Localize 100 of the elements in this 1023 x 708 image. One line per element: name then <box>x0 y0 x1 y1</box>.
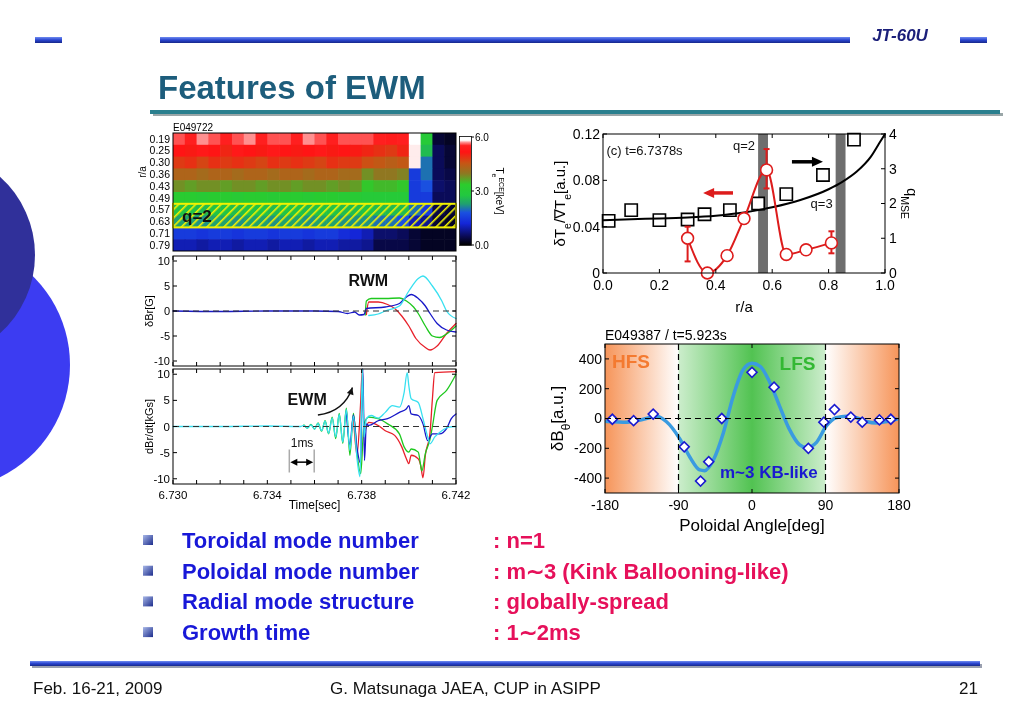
x-tick-label: -180 <box>590 497 620 513</box>
y-tick-label: -10 <box>154 354 170 367</box>
point <box>824 236 839 250</box>
point <box>779 247 794 262</box>
y2-tick-label: 2 <box>889 195 897 212</box>
y-tick-label: 0 <box>163 420 170 433</box>
annotation: EWM <box>287 391 327 409</box>
x-tick-label: 0.4 <box>706 277 726 293</box>
text: : globally-spread <box>493 589 670 615</box>
y-axis-title: dBr/dt[kGs] <box>143 398 155 455</box>
y-tick-label: 0.79 <box>149 238 171 251</box>
point <box>680 231 695 245</box>
x-axis-title: r/a <box>735 298 754 315</box>
y-tick-label: -200 <box>573 440 603 457</box>
point <box>802 442 815 455</box>
text: : m∼3 (Kink Ballooning-like) <box>493 558 789 584</box>
text: JT-60U <box>872 26 929 45</box>
y-tick-label: 0.57 <box>149 203 171 216</box>
point <box>799 243 813 257</box>
y-tick-label: 0 <box>594 410 603 427</box>
x-tick-label: 0.6 <box>762 277 783 293</box>
y-tick-label: 0.12 <box>572 125 601 142</box>
band-label: LFS <box>779 353 816 375</box>
y-axis-title: r/a <box>137 165 148 178</box>
point <box>779 187 794 202</box>
color-bar-label: 0.0 <box>475 239 490 251</box>
x-tick-label: 6.742 <box>441 488 471 501</box>
point <box>856 416 869 429</box>
x-tick-label: -90 <box>668 497 689 513</box>
text: Features of EWM <box>158 69 426 106</box>
point <box>606 413 619 426</box>
point <box>624 203 639 218</box>
x-tick-label: 180 <box>887 497 911 513</box>
y-tick-label: 400 <box>578 350 603 367</box>
color-bar-label: 3.0 <box>475 185 490 197</box>
text: Feb. 16-21, 2009 <box>33 679 163 698</box>
point <box>759 163 774 177</box>
annotation: (c) t=6.7378s <box>606 142 684 158</box>
annotation: RWM <box>348 271 389 289</box>
point <box>694 475 707 487</box>
y-tick-label: 0.71 <box>149 226 171 239</box>
point <box>702 455 715 468</box>
x-tick-label: 0.2 <box>649 277 670 293</box>
text: 21 <box>959 679 978 698</box>
x-tick-label: 90 <box>817 497 834 513</box>
y-tick-label: 5 <box>163 394 170 407</box>
text: Poloidal mode number <box>182 558 420 584</box>
x-tick-label: 6.738 <box>347 488 377 501</box>
y-tick-label: 0.43 <box>149 179 171 192</box>
color-bar-label: 6.0 <box>475 131 490 143</box>
y2-tick-label: 1 <box>889 230 897 247</box>
y-tick-label: 0.63 <box>149 215 171 228</box>
annotation: 1ms <box>290 435 314 450</box>
point <box>816 168 830 182</box>
text: Toroidal mode number <box>182 527 420 553</box>
y-tick-label: 10 <box>157 368 170 381</box>
text: Growth time <box>182 620 311 646</box>
text: : 1∼2ms <box>493 620 581 646</box>
band-label: HFS <box>612 350 650 372</box>
y-tick-label: 0.49 <box>149 191 171 204</box>
line-series <box>365 301 457 351</box>
x-tick-label: 0.8 <box>818 277 839 293</box>
y-tick-label: 0.19 <box>149 132 171 145</box>
point <box>720 248 734 263</box>
y-tick-label: -10 <box>153 472 170 485</box>
y-tick-label: 200 <box>578 380 603 397</box>
text: G. Matsunaga JAEA, CUP in ASIPP <box>330 679 601 698</box>
band-label: q=3 <box>810 195 833 211</box>
y-tick-label: 0.04 <box>572 218 601 235</box>
chart-title: E049387 / t=5.923s <box>605 327 727 343</box>
line-series <box>364 297 457 339</box>
y-tick-label: -5 <box>159 446 170 459</box>
y-tick-label: 0.30 <box>149 156 171 169</box>
point <box>885 413 897 426</box>
x-tick-label: 0 <box>748 497 757 513</box>
x-axis-title: Poloidal Angle[deg] <box>679 516 825 535</box>
y2-tick-label: 4 <box>889 125 897 142</box>
y-axis-title: δBr[G] <box>143 295 155 327</box>
point <box>627 414 640 427</box>
text: Radial mode structure <box>182 589 415 615</box>
point <box>737 211 751 226</box>
point <box>768 381 780 394</box>
x-axis-title: Time[sec] <box>288 498 341 512</box>
chart-title: E049722 <box>173 122 214 133</box>
annotation: m~3 KB-like <box>719 463 818 483</box>
y-tick-label: 0.08 <box>572 172 601 189</box>
point <box>818 416 830 429</box>
point <box>828 403 841 416</box>
point <box>678 441 691 453</box>
y-tick-label: 0 <box>163 304 170 317</box>
point <box>746 366 758 379</box>
point <box>845 411 857 423</box>
y-tick-label: 0.25 <box>149 144 171 157</box>
text: : n=1 <box>493 527 545 553</box>
band-label: q=2 <box>733 137 756 153</box>
y-tick-label: -5 <box>160 329 170 342</box>
point <box>647 408 659 420</box>
y2-tick-label: 3 <box>889 160 897 177</box>
y-tick-label: -400 <box>573 470 603 486</box>
y-tick-label: 10 <box>157 254 170 267</box>
